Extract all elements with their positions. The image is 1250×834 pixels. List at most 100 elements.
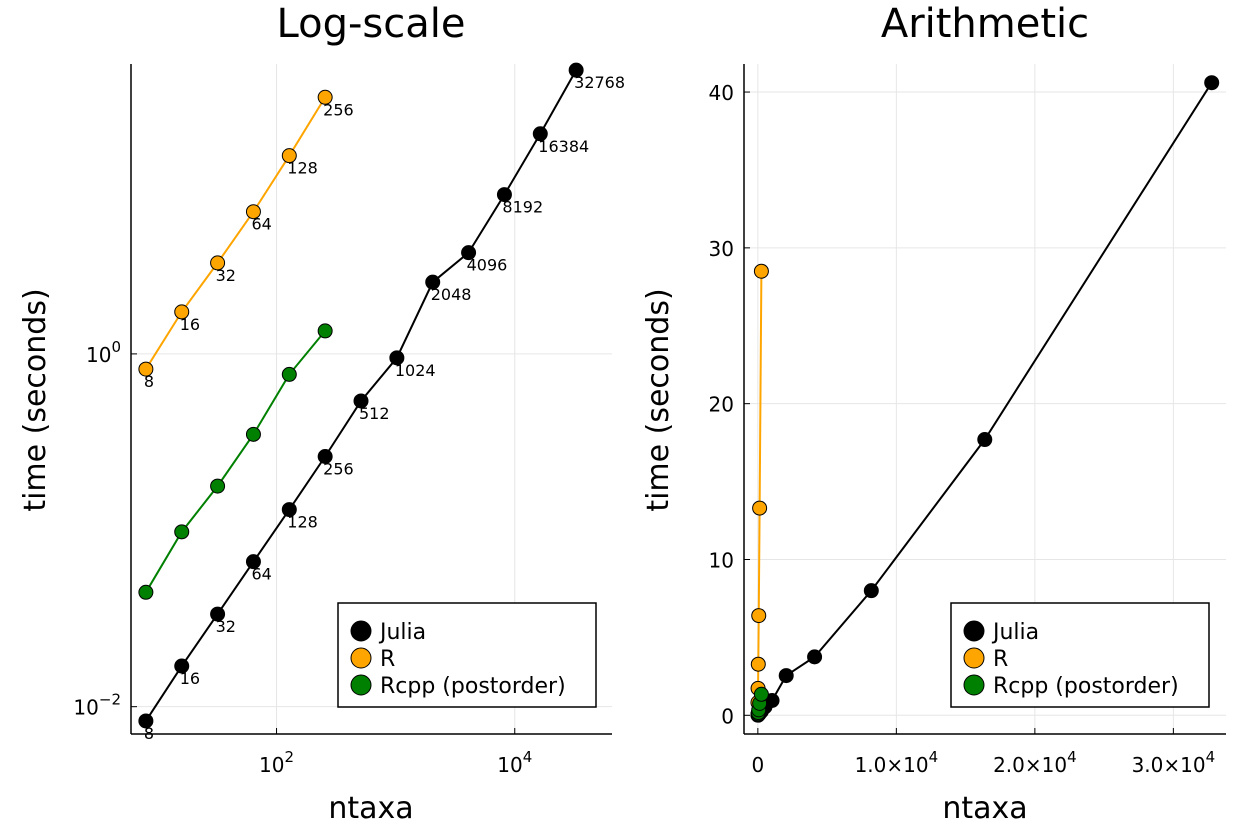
y-tick-label: 10−2	[73, 691, 121, 720]
legend-label: R	[380, 647, 395, 672]
legend-box	[337, 602, 597, 708]
y-axis-label: time (seconds)	[641, 288, 676, 511]
data-point	[138, 361, 154, 377]
axes	[743, 64, 1226, 735]
data-point	[138, 713, 154, 729]
data-point	[807, 649, 823, 665]
chart-title: Arithmetic	[881, 1, 1089, 47]
data-point	[317, 323, 333, 339]
x-tick-label: 0	[751, 753, 764, 777]
data-point	[389, 350, 405, 366]
data-point	[778, 668, 794, 684]
data-point	[245, 426, 261, 442]
point-label: 64	[251, 565, 271, 584]
series-julia: 8 16 32 64 128 256 512 1024 2048 4096 8192 16384 327…	[138, 62, 625, 743]
point-label: 32	[216, 266, 236, 285]
data-point	[281, 148, 297, 164]
series-r: 8 16 32 64 128 256	[138, 89, 354, 391]
point-label: 256	[323, 100, 354, 119]
data-point	[425, 274, 441, 290]
x-tick-label: 102	[259, 748, 294, 777]
legend-marker	[963, 647, 985, 669]
data-point	[138, 584, 154, 600]
point-label: 4096	[467, 256, 508, 275]
point-label: 128	[287, 159, 318, 178]
point-label: 32	[216, 617, 236, 636]
data-point	[753, 686, 769, 702]
legend-label: Rcpp (postorder)	[993, 674, 1179, 699]
data-point	[1204, 75, 1220, 91]
point-label: 64	[251, 215, 271, 234]
y-tick-label: 40	[709, 81, 734, 105]
log-scale-panel: Log-scale 102 104 10−2 100 8 16 32 64 128 256 512…	[18, 1, 625, 826]
point-label: 32768	[574, 73, 625, 92]
y-axis-label: time (seconds)	[18, 288, 53, 511]
data-point	[353, 393, 369, 409]
legend-label: Julia	[378, 620, 426, 645]
y-tick-label: 20	[709, 393, 734, 417]
point-label: 16	[180, 315, 200, 334]
data-point	[174, 524, 190, 540]
data-point	[210, 606, 226, 622]
point-label: 128	[287, 513, 318, 532]
data-point	[532, 126, 548, 142]
data-point	[750, 656, 766, 672]
data-point	[751, 608, 767, 624]
series-rcpp-postorder	[750, 686, 769, 723]
point-label: 2048	[431, 285, 472, 304]
data-point	[174, 658, 190, 674]
series-rcpp-postorder	[138, 323, 333, 600]
series-line	[145, 330, 326, 593]
y-tick-label: 0	[721, 704, 734, 728]
data-point	[317, 89, 333, 105]
data-point	[210, 255, 226, 271]
point-label: 8192	[502, 198, 543, 217]
data-point	[568, 62, 584, 78]
point-label: 8	[144, 724, 154, 743]
data-point	[753, 263, 769, 279]
point-label: 512	[359, 404, 390, 423]
data-point	[752, 500, 768, 516]
y-tick-label: 30	[709, 237, 734, 261]
tick-labels: 102 104 10−2 100	[73, 338, 532, 777]
series-layer	[750, 75, 1220, 723]
legend-marker	[963, 674, 985, 696]
x-tick-label: 1.0×104	[855, 748, 939, 777]
series-layer: 8 16 32 64 128 256 512 1024 2048 4096 8192 16384 327…	[138, 62, 625, 743]
data-point	[977, 432, 993, 448]
y-tick-label: 10	[709, 548, 734, 572]
point-label: 256	[323, 459, 354, 478]
point-label: 8	[144, 372, 154, 391]
arithmetic-panel: Arithmetic 0 1.0×104 2.0×104 3.0×104 0 10 20 30…	[641, 1, 1226, 826]
point-label: 1024	[395, 361, 436, 380]
legend-label: Rcpp (postorder)	[380, 674, 566, 699]
data-point	[496, 187, 512, 203]
series-line	[145, 96, 327, 370]
legend-marker	[350, 647, 372, 669]
x-tick-label: 3.0×104	[1132, 748, 1216, 777]
data-point	[863, 583, 879, 599]
chart-title: Log-scale	[277, 1, 466, 47]
legend-label: Julia	[991, 620, 1039, 645]
data-point	[317, 448, 333, 464]
legend-marker	[963, 620, 985, 642]
tick-labels: 0 1.0×104 2.0×104 3.0×104 0 10 20 30 40	[709, 81, 1216, 777]
legend-marker	[350, 620, 372, 642]
x-tick-label: 2.0×104	[993, 748, 1077, 777]
point-label: 16384	[538, 137, 589, 156]
data-point	[174, 304, 190, 320]
axes	[130, 64, 612, 735]
grid	[744, 64, 1226, 734]
legend-box	[950, 602, 1210, 708]
legend-marker	[350, 674, 372, 696]
x-tick-label: 104	[497, 748, 532, 777]
y-tick-label: 100	[86, 338, 121, 367]
x-axis-label: ntaxa	[328, 791, 413, 826]
series-r	[750, 263, 769, 711]
data-point	[210, 478, 226, 494]
data-point	[461, 245, 477, 261]
point-label: 16	[180, 669, 200, 688]
